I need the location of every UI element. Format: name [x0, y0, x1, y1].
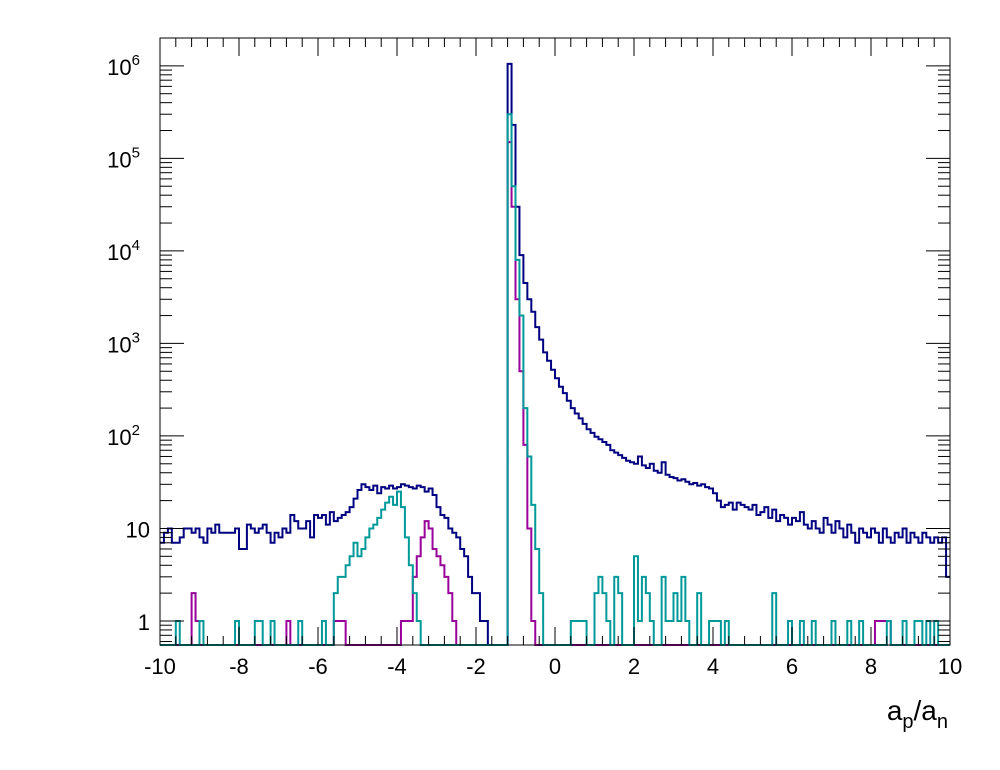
x-tick-label: -4 [387, 654, 407, 679]
x-axis-title-sep: /a [914, 695, 938, 726]
x-tick-label: 2 [628, 654, 640, 679]
series-1-histogram [160, 62, 950, 646]
tick-labels-layer: -10 -8 -6 -4 -2 0 2 4 6 8 10 1 10 102 103 104 105 106 [107, 52, 962, 679]
x-axis-title: ap/an [887, 695, 948, 733]
x-tick-label: -2 [466, 654, 486, 679]
x-axis-title-base: a [887, 695, 903, 726]
y-tick-label: 102 [107, 422, 140, 450]
y-tick-label: 104 [107, 237, 140, 265]
x-tick-label: 4 [707, 654, 719, 679]
x-tick-label: -8 [229, 654, 249, 679]
x-tick-label: 0 [549, 654, 561, 679]
y-tick-label: 105 [107, 144, 140, 172]
x-axis-title-sub-p: p [902, 711, 913, 733]
x-axis-title-sub-n: n [937, 711, 948, 733]
y-tick-label: 106 [107, 52, 140, 80]
y-tick-label: 103 [107, 329, 140, 357]
x-tick-label: -6 [308, 654, 328, 679]
x-tick-label: 10 [938, 654, 962, 679]
y-tick-label: 10 [126, 517, 150, 542]
x-tick-label: 6 [786, 654, 798, 679]
x-tick-label: 8 [865, 654, 877, 679]
ticks-layer [159, 37, 951, 645]
x-tick-label: -10 [144, 654, 176, 679]
y-tick-label: 1 [138, 610, 150, 635]
